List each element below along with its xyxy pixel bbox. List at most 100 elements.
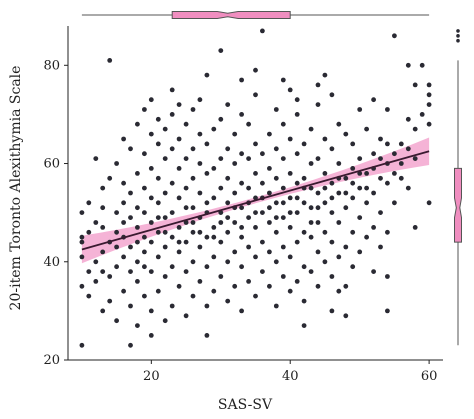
y-axis-label: 20-item Toronto Alexithymia Scale (8, 66, 24, 311)
data-point (392, 171, 397, 176)
data-point (287, 210, 293, 216)
data-point (371, 190, 376, 196)
data-point (392, 151, 397, 157)
data-point (86, 200, 92, 206)
data-point (294, 112, 300, 117)
data-point (329, 92, 335, 98)
x-tick-label: 40 (282, 369, 299, 384)
data-point (301, 229, 307, 235)
data-point (148, 97, 154, 103)
data-point (378, 175, 383, 181)
data-point (218, 185, 224, 191)
data-point (287, 288, 293, 294)
regression-line (81, 150, 430, 251)
data-point (273, 175, 279, 181)
data-point (197, 161, 203, 166)
data-point (343, 313, 349, 319)
data-point (162, 244, 168, 250)
data-point (148, 333, 154, 338)
data-point (301, 175, 307, 181)
data-point (93, 156, 99, 162)
y-tick-label: 20 (43, 353, 60, 368)
data-point (315, 190, 321, 196)
data-point (280, 185, 286, 191)
data-point (315, 205, 321, 211)
data-point (204, 200, 210, 206)
data-point (176, 102, 182, 107)
data-point (128, 146, 133, 152)
data-point (336, 288, 342, 294)
data-point (225, 200, 231, 206)
data-point (79, 283, 85, 289)
data-point (135, 225, 140, 230)
data-point (322, 259, 328, 265)
data-point (253, 210, 258, 216)
data-point (426, 102, 432, 107)
data-point (398, 175, 404, 181)
data-point (378, 210, 383, 216)
data-point (211, 126, 217, 132)
data-point (336, 220, 342, 225)
y-box (454, 167, 462, 243)
data-point (232, 220, 238, 225)
data-point (142, 107, 147, 112)
marginal-y-boxplot (454, 29, 462, 346)
data-point (190, 229, 196, 235)
data-point (135, 323, 140, 328)
data-point (350, 195, 356, 201)
data-point (267, 190, 272, 196)
data-point (79, 254, 85, 260)
data-point (183, 220, 189, 225)
data-point (155, 116, 161, 122)
data-point (329, 180, 335, 186)
data-point (308, 234, 314, 240)
data-point (197, 279, 203, 284)
data-point (93, 220, 99, 225)
data-point (260, 210, 265, 216)
data-point (329, 210, 335, 216)
data-point (128, 244, 133, 250)
data-point (315, 102, 321, 107)
data-point (107, 58, 113, 63)
data-point (280, 121, 286, 127)
data-point (148, 239, 154, 245)
data-point (329, 308, 335, 314)
data-point (135, 279, 140, 284)
data-point (385, 229, 390, 235)
data-point (197, 190, 203, 196)
data-point (322, 171, 328, 176)
data-point (308, 269, 314, 274)
data-point (246, 215, 252, 221)
data-point (218, 156, 224, 162)
y-box-outlier (456, 29, 460, 33)
data-point (107, 274, 113, 279)
data-point (162, 126, 168, 132)
data-point (162, 274, 168, 279)
data-point (412, 156, 418, 162)
data-point (169, 234, 175, 240)
data-point (190, 259, 196, 265)
data-point (385, 107, 390, 112)
data-point (148, 166, 154, 171)
data-point (246, 279, 252, 284)
data-point (260, 269, 265, 274)
data-point (169, 210, 175, 216)
data-point (142, 210, 147, 216)
data-point (121, 200, 126, 206)
data-point (392, 33, 397, 39)
data-point (336, 254, 342, 260)
data-point (183, 269, 189, 274)
data-point (204, 171, 210, 176)
data-point (287, 195, 293, 201)
data-point (301, 298, 307, 304)
data-point (183, 313, 189, 319)
data-point (364, 185, 369, 191)
data-point (412, 82, 418, 88)
data-point (343, 205, 349, 211)
data-point (135, 239, 140, 245)
data-point (280, 156, 286, 162)
data-point (398, 141, 404, 147)
data-point (79, 234, 85, 240)
data-point (232, 161, 238, 166)
data-point (412, 126, 418, 132)
